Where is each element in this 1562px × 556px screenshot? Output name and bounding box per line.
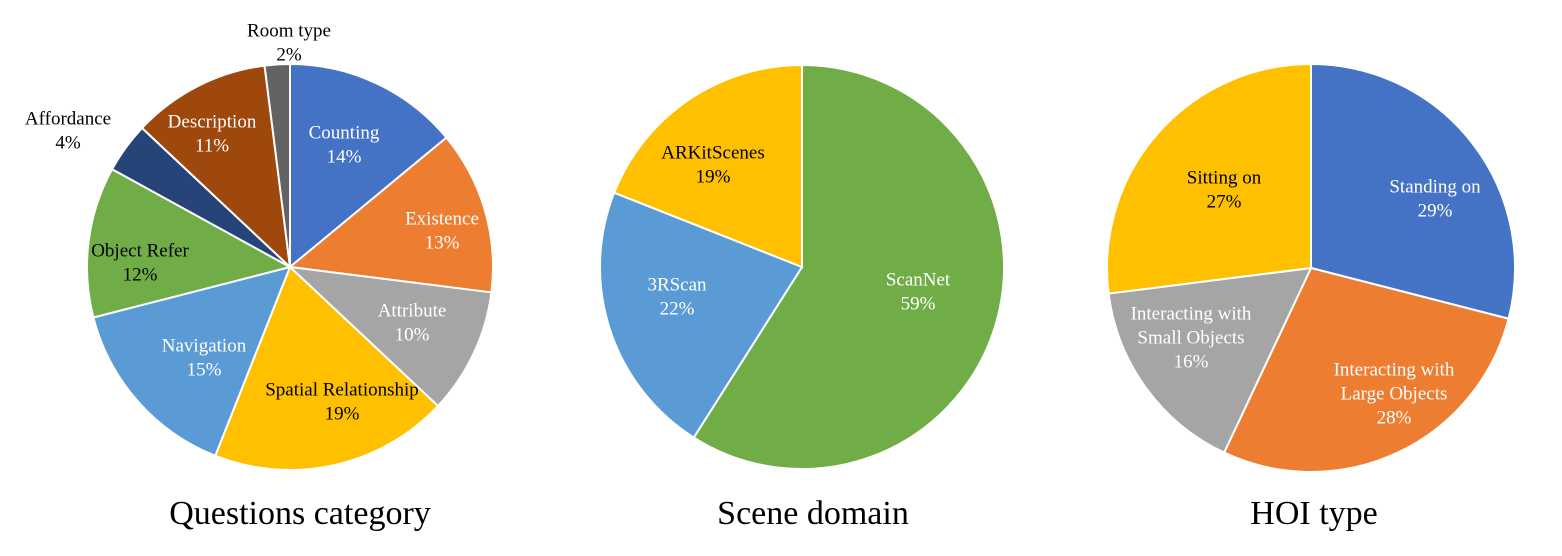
slice-label-standing-on: Standing on 29% <box>1389 177 1481 222</box>
slice-label-room-type: Room type 2% <box>247 21 331 66</box>
pie-slice-sitting-on <box>1106 62 1312 295</box>
slice-percent-label: 59% <box>901 294 936 315</box>
slice-label-text: Counting <box>309 123 380 144</box>
slice-label-text: Standing on <box>1389 177 1481 198</box>
slice-label-text: Navigation <box>162 336 247 357</box>
slice-percent-label: 12% <box>123 265 158 286</box>
slice-label-existence: Existence 13% <box>405 209 479 254</box>
slice-label-text: Room type <box>247 21 331 42</box>
pie-slice-room-type <box>263 62 291 268</box>
slice-label-object-refer: Object Refer 12% <box>91 241 189 286</box>
slice-label-text: Attribute <box>378 301 447 322</box>
slice-label-text: Sitting on <box>1187 168 1262 189</box>
slice-percent-label: 14% <box>327 147 362 168</box>
slice-percent-label: 13% <box>425 233 460 254</box>
pie-slice-interacting-with-large-objects <box>1222 266 1510 473</box>
slice-percent-label: 27% <box>1207 192 1242 213</box>
slice-label-text: Spatial Relationship <box>265 380 419 401</box>
pie-slice-existence <box>287 136 494 294</box>
slice-label-text: Description <box>168 112 257 133</box>
slice-label-affordance: Affordance 4% <box>25 109 111 154</box>
slice-label-scannet: ScanNet 59% <box>886 270 951 315</box>
pie-slice-object-refer <box>86 167 293 319</box>
scene-domain-pie-chart: ScanNet 59% 3RScan 22% ARKitScenes 19% <box>599 63 1005 470</box>
questions-category-pie-chart: Counting 14% Existence 13% Attribute 10% Spati… <box>25 21 494 471</box>
slice-label-text: ARKitScenes <box>661 143 764 164</box>
slice-label-text: ScanNet <box>886 270 951 291</box>
questions-category-title: Questions category <box>169 495 431 532</box>
slice-label-text: Object Refer <box>91 241 189 262</box>
hoi-type-title: HOI type <box>1250 495 1377 532</box>
pie-slice-standing-on <box>1310 62 1516 320</box>
slice-label-text: Existence <box>405 209 479 230</box>
slice-percent-label: 11% <box>195 136 229 157</box>
pie-slice-navigation <box>92 265 292 458</box>
slice-label-attribute: Attribute 10% <box>378 301 447 346</box>
pie-slice-description <box>140 64 292 270</box>
slice-label-description: Description 11% <box>168 112 257 157</box>
pie-slice-arkitscenes <box>612 63 803 269</box>
pie-slice-3rscan <box>599 191 804 439</box>
pie-slice-attribute <box>287 265 493 408</box>
slice-percent-label: 2% <box>276 45 302 66</box>
slice-percent-label: 4% <box>55 133 81 154</box>
slice-label-3rscan: 3RScan 22% <box>647 275 707 320</box>
slice-percent-label: 29% <box>1418 201 1453 222</box>
slice-label-interacting-with-small-objects: Interacting with Small Objects 16% <box>1131 304 1252 373</box>
hoi-type-pie-chart: Standing on 29% Interacting with Large Obje… <box>1106 62 1516 473</box>
slice-label-text: Small Objects <box>1137 328 1244 349</box>
slice-label-text: Interacting with <box>1131 304 1252 325</box>
slice-percent-label: 28% <box>1377 408 1412 429</box>
slice-percent-label: 15% <box>187 360 222 381</box>
slice-percent-label: 10% <box>395 325 430 346</box>
slice-percent-label: 19% <box>325 404 360 425</box>
slice-percent-label: 19% <box>696 167 731 188</box>
slice-label-counting: Counting 14% <box>309 123 380 168</box>
scene-domain-title: Scene domain <box>717 495 909 532</box>
slice-label-text: Large Objects <box>1341 384 1448 405</box>
slice-label-text: Affordance <box>25 109 111 130</box>
slice-label-text: Interacting with <box>1334 360 1455 381</box>
slice-label-arkitscenes: ARKitScenes 19% <box>661 143 764 188</box>
slice-percent-label: 22% <box>660 299 695 320</box>
slice-label-spatial-relationship: Spatial Relationship 19% <box>265 380 419 425</box>
pie-slice-interacting-with-small-objects <box>1107 266 1313 454</box>
slice-label-sitting-on: Sitting on 27% <box>1187 168 1262 213</box>
pie-slice-counting <box>289 62 448 270</box>
slice-label-navigation: Navigation 15% <box>162 336 247 381</box>
slice-percent-label: 16% <box>1174 352 1209 373</box>
slice-label-interacting-with-large-objects: Interacting with Large Objects 28% <box>1334 360 1455 429</box>
pie-slice-scannet <box>692 63 1005 470</box>
slice-label-text: 3RScan <box>647 275 707 296</box>
